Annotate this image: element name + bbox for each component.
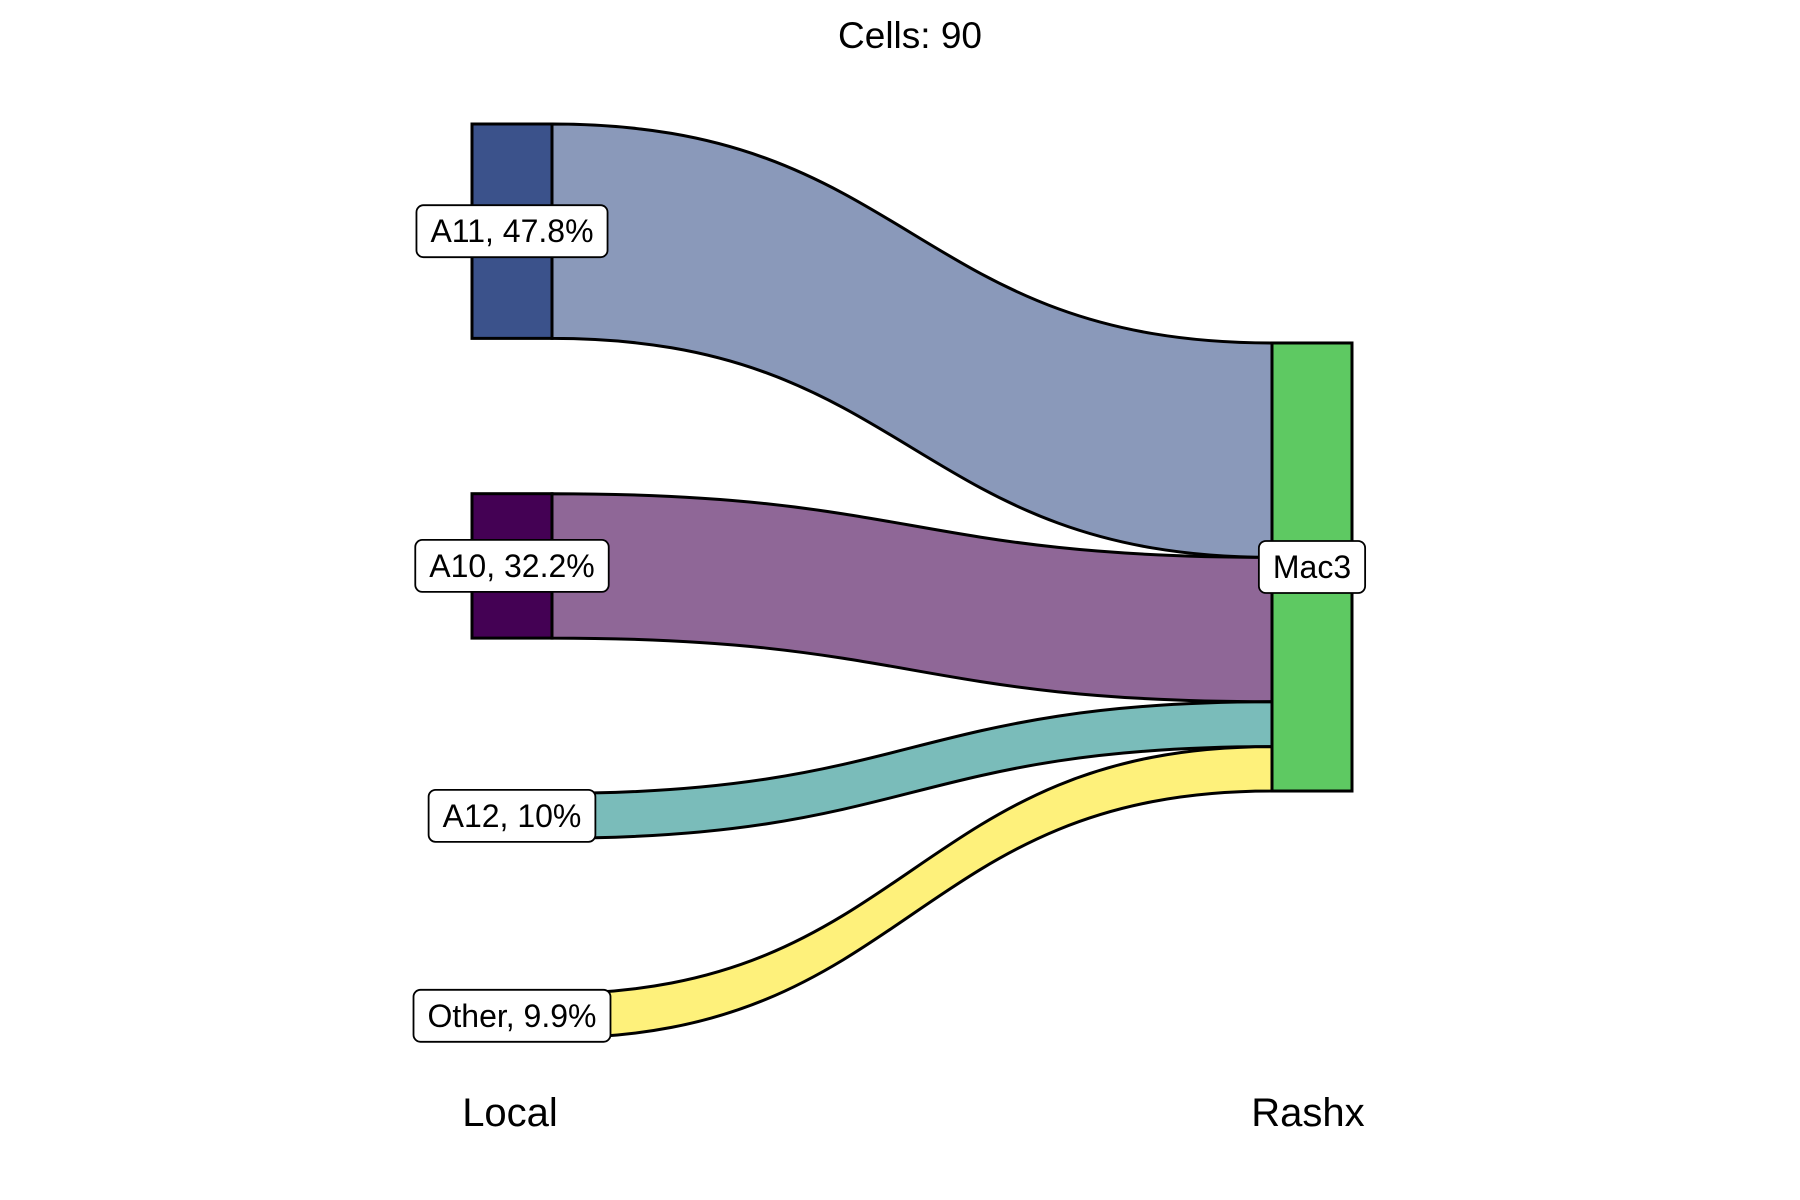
svg-text:A10, 32.2%: A10, 32.2% [429,548,594,584]
axis-label-rashx: Rashx [1251,1091,1364,1135]
svg-text:A11, 47.8%: A11, 47.8% [430,213,593,249]
label-a11: A11, 47.8% [415,204,609,259]
svg-text:A12, 10%: A12, 10% [443,798,582,834]
label-a12: A12, 10% [427,788,597,843]
svg-text:Mac3: Mac3 [1273,549,1351,585]
axis-label-local: Local [462,1091,558,1135]
label-mac3: Mac3 [1257,540,1367,594]
label-a10: A10, 32.2% [414,539,610,593]
label-other: Other, 9.9% [412,988,612,1043]
chart-title: Cells: 90 [838,15,982,56]
flow-a11-to-mac3 [550,122,1274,559]
svg-text:Other, 9.9%: Other, 9.9% [428,998,597,1034]
